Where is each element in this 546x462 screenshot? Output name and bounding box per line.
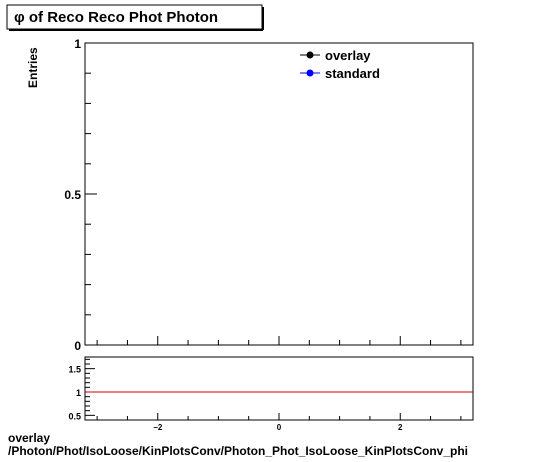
footer-label: overlay [8,431,51,445]
y-tick-label: 0 [74,339,81,353]
ratio-x-tick-label: −2 [153,423,163,430]
legend-label-standard: standard [325,66,380,81]
y-tick-label: 0.5 [64,188,81,202]
y-axis-label: Entries [26,47,40,88]
main-x-axis [96,336,462,345]
ratio-y-tick-label: 1.5 [68,365,81,375]
legend: overlay standard [300,48,380,81]
ratio-x-axis: −2 0 2 [96,413,462,430]
legend-label-overlay: overlay [325,48,371,63]
title-box: φ of Reco Reco Phot Photon [6,4,264,31]
ratio-x-tick-label: 0 [277,423,282,430]
footer-path: /Photon/Phot/IsoLoose/KinPlotsConv/Photo… [8,444,469,458]
y-tick-label: 1 [74,37,81,51]
footer: overlay /Photon/Phot/IsoLoose/KinPlotsCo… [8,432,468,458]
chart-title: φ of Reco Reco Phot Photon [14,9,218,26]
ratio-y-tick-label: 1 [76,388,81,398]
chart: φ of Reco Reco Phot Photon Entries 00.51… [6,4,474,430]
legend-marker-standard [306,69,314,77]
legend-marker-overlay [306,51,314,59]
ratio-y-tick-label: 0.5 [68,411,81,421]
ratio-x-tick-label: 2 [398,423,403,430]
ratio-plot-frame [84,356,474,421]
main-y-axis: 00.51 [64,37,97,353]
main-plot-frame [84,42,474,346]
ratio-y-axis: 0.5 1 1.5 [68,358,95,421]
